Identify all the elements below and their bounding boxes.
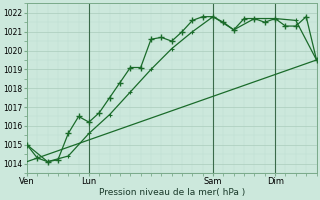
X-axis label: Pression niveau de la mer( hPa ): Pression niveau de la mer( hPa ) bbox=[99, 188, 245, 197]
